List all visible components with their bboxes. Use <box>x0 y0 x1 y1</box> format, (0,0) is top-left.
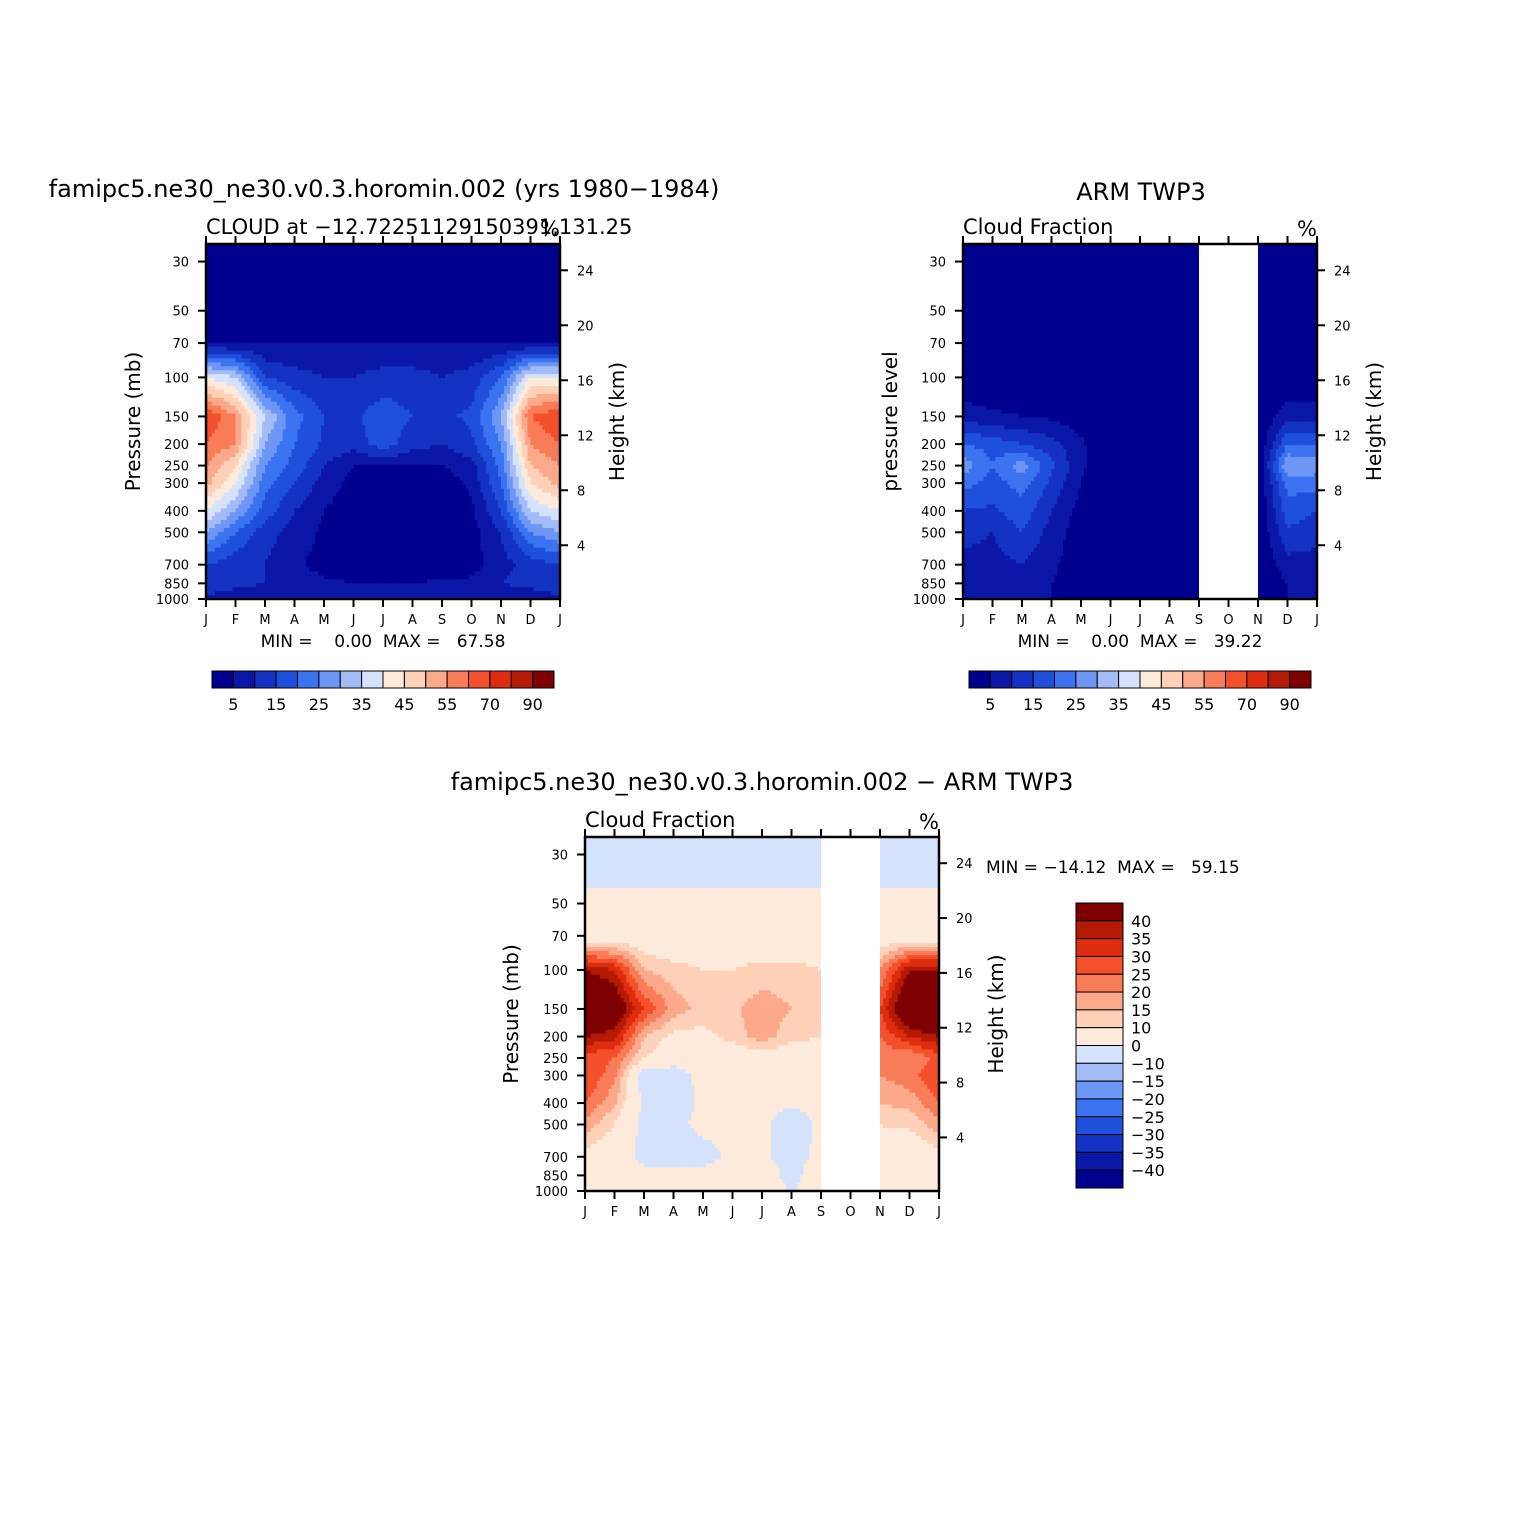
figure-canvas: J F M A M J J A S O N D J305070100150200250300400500… <box>0 0 1524 1524</box>
model-field <box>206 244 561 600</box>
panel-model: J F M A M J J A S O N D J305070100150200250300400500… <box>49 175 720 714</box>
